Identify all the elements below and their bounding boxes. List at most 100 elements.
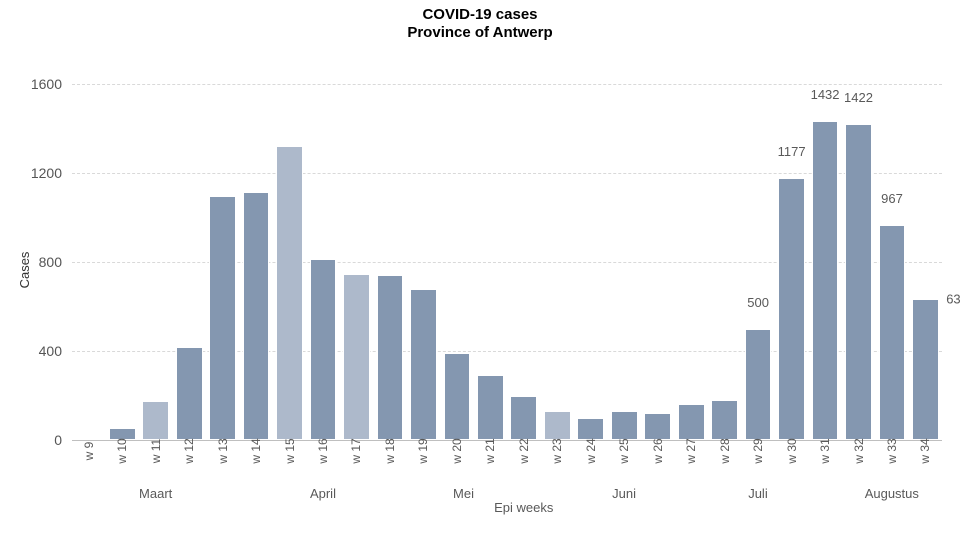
bar-column (407, 84, 440, 440)
y-tick-label: 1200 (31, 165, 72, 181)
y-axis-label: Cases (17, 252, 32, 289)
month-label: Maart (139, 486, 172, 501)
bar-value-label: 1432 (811, 87, 840, 104)
bar-column (306, 84, 339, 440)
bar (678, 404, 705, 440)
x-tick-label: w 22 (517, 438, 531, 463)
bar-column (72, 84, 105, 440)
plot-area: 040080012001600 500117714321422967635 (72, 84, 942, 440)
x-tick-column: w 29 (741, 440, 774, 484)
bar (176, 347, 203, 440)
bar-column (708, 84, 741, 440)
x-tick-label: w 28 (718, 438, 732, 463)
x-tick-label: w 27 (684, 438, 698, 463)
bar-column (574, 84, 607, 440)
x-tick-column: w 28 (708, 440, 741, 484)
x-tick-column: w 25 (608, 440, 641, 484)
y-tick-label: 400 (39, 343, 72, 359)
bar (544, 411, 571, 440)
bar (510, 396, 537, 441)
bar (142, 401, 169, 440)
x-tick-column: w 22 (507, 440, 540, 484)
x-tick-label: w 29 (751, 438, 765, 463)
x-tick-column: w 24 (574, 440, 607, 484)
x-tick-label: w 16 (316, 438, 330, 463)
x-tick-column: w 9 (72, 440, 105, 484)
bar-column (340, 84, 373, 440)
bar (444, 353, 471, 440)
x-axis-label: Epi weeks (494, 500, 553, 515)
chart-title-line2: Province of Antwerp (0, 24, 960, 42)
bar (812, 121, 839, 440)
x-ticks: w 9w 10w 11w 12w 13w 14w 15w 16w 17w 18w… (72, 440, 942, 484)
bar-column (273, 84, 306, 440)
x-tick-column: w 15 (273, 440, 306, 484)
x-tick-label: w 32 (852, 438, 866, 463)
x-tick-column: w 23 (541, 440, 574, 484)
x-tick-column: w 14 (239, 440, 272, 484)
bar (912, 299, 939, 440)
bar (611, 411, 638, 440)
x-tick-label: w 31 (818, 438, 832, 463)
bar-column (139, 84, 172, 440)
x-tick-label: w 24 (584, 438, 598, 463)
x-tick-label: w 15 (283, 438, 297, 463)
bar-column (507, 84, 540, 440)
bar-column (440, 84, 473, 440)
x-tick-column: w 31 (808, 440, 841, 484)
bar (410, 289, 437, 440)
x-tick-column: w 21 (474, 440, 507, 484)
x-tick-label: w 26 (651, 438, 665, 463)
bar-column: 1432 (808, 84, 841, 440)
bar (243, 192, 270, 440)
bar-column (172, 84, 205, 440)
bar-column (474, 84, 507, 440)
x-tick-label: w 20 (450, 438, 464, 463)
month-label: Juli (748, 486, 768, 501)
bar (778, 178, 805, 440)
x-tick-label: w 11 (149, 439, 163, 463)
month-label: Juni (612, 486, 636, 501)
x-tick-column: w 17 (340, 440, 373, 484)
bar-column: 1177 (775, 84, 808, 440)
x-tick-label: w 9 (82, 442, 96, 461)
chart-container: COVID-19 cases Province of Antwerp Cases… (0, 0, 960, 540)
bar-value-label: 1422 (844, 90, 873, 107)
x-tick-label: w 21 (483, 438, 497, 463)
x-tick-label: w 33 (885, 438, 899, 463)
x-tick-label: w 30 (785, 438, 799, 463)
x-tick-column: w 19 (407, 440, 440, 484)
x-tick-column: w 33 (875, 440, 908, 484)
bar-column (373, 84, 406, 440)
bar-column: 1422 (842, 84, 875, 440)
bar (276, 146, 303, 440)
x-tick-column: w 10 (105, 440, 138, 484)
x-tick-label: w 17 (349, 438, 363, 463)
bar-value-label: 1177 (778, 144, 806, 161)
bar-value-label: 635 (942, 291, 960, 306)
x-tick-label: w 19 (416, 438, 430, 463)
bar (845, 124, 872, 440)
chart-title: COVID-19 cases Province of Antwerp (0, 0, 960, 42)
bar (477, 375, 504, 440)
bar (879, 225, 906, 440)
x-tick-label: w 23 (550, 438, 564, 463)
x-tick-label: w 18 (383, 438, 397, 463)
bar (343, 274, 370, 440)
bar-column (641, 84, 674, 440)
bar-column: 635 (909, 84, 942, 440)
x-tick-column: w 11 (139, 440, 172, 484)
x-tick-column: w 34 (909, 440, 942, 484)
bar-column (608, 84, 641, 440)
bar (745, 329, 772, 440)
x-tick-column: w 18 (373, 440, 406, 484)
x-tick-label: w 34 (918, 438, 932, 463)
bar-value-label: 967 (881, 191, 903, 208)
bar-column: 967 (875, 84, 908, 440)
bar-column (541, 84, 574, 440)
bar (377, 275, 404, 440)
x-tick-label: w 25 (617, 438, 631, 463)
x-tick-column: w 20 (440, 440, 473, 484)
month-labels: MaartAprilMeiJuniJuliAugustusEpi weeks (72, 486, 942, 506)
y-tick-label: 0 (54, 432, 72, 448)
